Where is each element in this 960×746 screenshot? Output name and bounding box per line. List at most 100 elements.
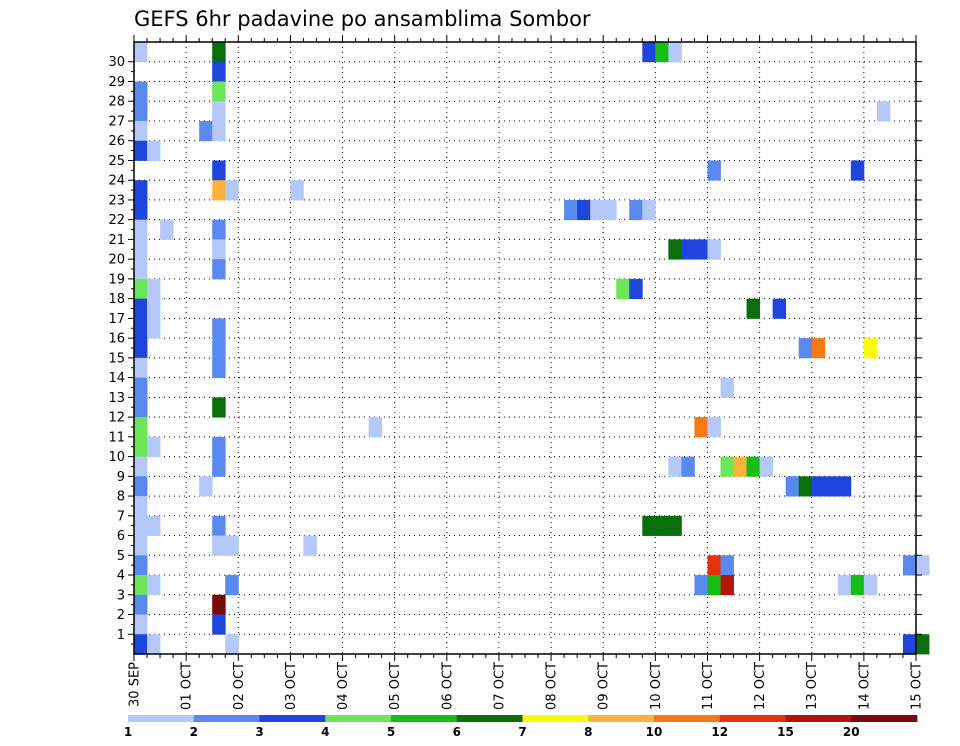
precip-cell [134,140,148,161]
colorbar-swatch [456,715,523,722]
precip-cell [212,594,226,615]
precip-cell [368,417,383,438]
y-tick-label: 22 [108,213,125,228]
y-tick-label: 13 [108,391,125,406]
precip-cell [134,338,148,359]
x-tick-label: 02 OCT [232,662,247,710]
y-tick-label: 17 [108,312,125,327]
precip-cell [850,575,865,596]
precip-cell [798,476,813,497]
precip-cell [160,219,174,240]
precip-cell [655,515,669,536]
x-tick-label: 08 OCT [545,662,560,710]
precip-cell [147,278,161,300]
precip-cell [590,199,604,221]
precip-cell [876,101,891,122]
colorbar-label: 6 [453,725,461,739]
precip-cell [837,476,852,497]
precip-cell [134,318,148,339]
x-tick-label: 06 OCT [440,662,455,710]
y-tick-label: 4 [117,569,125,584]
precip-cell [212,318,226,339]
precip-cell [134,219,148,240]
precip-cell [668,456,682,477]
precip-cell [564,199,578,221]
colorbar-swatch [522,715,589,722]
y-tick-label: 8 [117,490,125,505]
precip-cell [134,535,148,556]
y-tick-label: 15 [108,351,125,366]
precip-cell [134,575,148,596]
precip-cell [212,535,226,556]
colorbar-label: 5 [387,725,395,739]
y-tick-label: 7 [117,509,125,524]
x-tick-label: 30 SEP [128,662,143,707]
precip-cell [642,515,656,536]
y-tick-label: 9 [117,470,125,485]
precip-cell [147,634,161,655]
precip-cell [694,417,708,438]
precip-cell [134,101,148,122]
x-tick-label: 03 OCT [284,662,299,710]
x-tick-label: 04 OCT [336,662,351,710]
precip-cell [199,476,213,497]
precip-cell [147,318,161,339]
precip-cell [134,417,148,438]
precip-cell [212,101,226,122]
y-tick-label: 25 [108,154,125,169]
precip-cell [212,42,226,63]
precip-cell [134,239,148,260]
precip-cell [720,456,734,477]
precip-cell [134,614,148,635]
precip-cell [212,338,226,359]
precip-cell [212,219,226,240]
precip-cell [134,357,148,379]
precip-cell [147,515,161,536]
precip-cell [616,278,630,300]
colorbar-label: 7 [518,725,526,739]
precip-cell [212,239,226,260]
precip-cell [134,199,148,221]
precip-cell [147,575,161,596]
x-tick-label: 01 OCT [180,662,195,710]
precip-cell [212,515,226,536]
x-tick-label: 05 OCT [388,662,403,710]
precip-cell [811,476,826,497]
colorbar-swatch [259,715,326,722]
colorbar-swatch [128,715,195,722]
precip-cell [212,81,226,102]
precip-cell [134,120,148,142]
chart-title: GEFS 6hr padavine po ansamblima Sombor [134,7,591,31]
y-axis-ticks: 1234567891011121314151617181920212223242… [108,55,922,645]
precip-cell [134,555,148,576]
precip-cell [746,456,760,477]
precip-cell [225,180,239,201]
colorbar-swatch [654,715,721,722]
x-tick-label: 14 OCT [857,662,872,710]
precip-cell [134,180,148,201]
y-tick-label: 30 [108,55,125,70]
colorbar-label: 1 [124,725,132,739]
precip-cell [134,634,148,655]
precip-cell [902,634,917,655]
precip-cell [603,199,617,221]
colorbar-swatch [391,715,458,722]
precip-cell [668,515,682,536]
precip-cell [212,180,226,201]
colorbar-label: 20 [843,725,860,739]
precip-cell [642,42,656,63]
precip-cell [134,496,148,517]
colorbar-swatch [851,715,918,722]
y-tick-label: 19 [108,272,125,287]
y-tick-label: 20 [108,253,125,268]
y-tick-label: 23 [108,193,125,208]
y-tick-label: 26 [108,134,125,149]
precip-cell [707,417,721,438]
precip-cell [681,239,695,260]
precip-cell [134,81,148,102]
precip-cell [134,476,148,497]
x-tick-label: 13 OCT [805,662,820,710]
precip-cell [720,575,734,596]
x-tick-label: 09 OCT [597,662,612,710]
